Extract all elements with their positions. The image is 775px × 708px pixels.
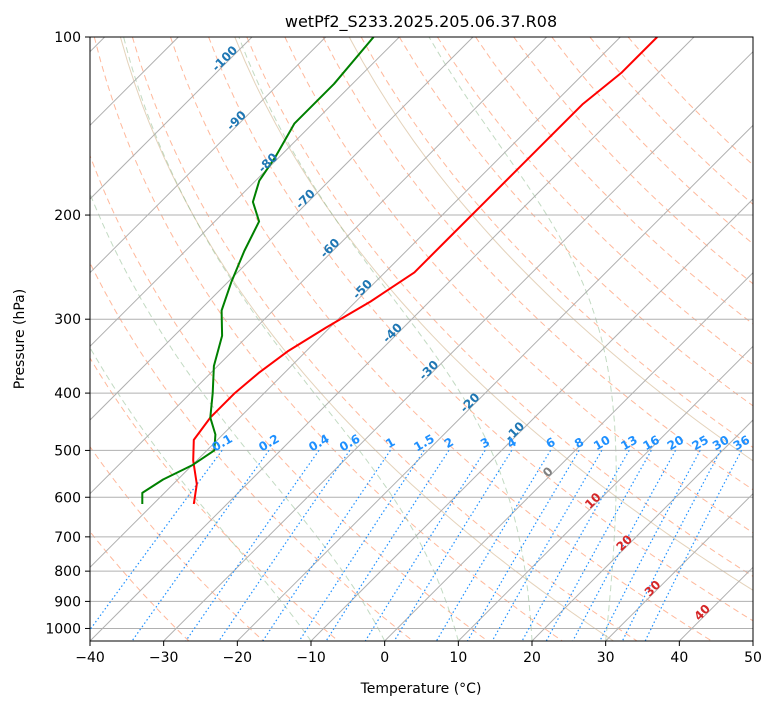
dry-adiabat: [90, 154, 488, 641]
base-contour: [234, 37, 753, 591]
mixing-ratio-line: [185, 450, 320, 641]
y-tick-label: 800: [54, 564, 81, 580]
dry-adiabat: [436, 37, 753, 366]
isotherm-line: [90, 37, 621, 569]
isotherm-line: [163, 50, 753, 641]
isotherm-line: [236, 124, 753, 641]
dry-adiabat: [322, 37, 753, 491]
base-contour: [348, 37, 753, 462]
base-contour: [119, 37, 614, 641]
chart-title: wetPf2_S233.2025.205.06.37.R08: [285, 12, 557, 32]
isotherm-line: [90, 37, 327, 274]
y-tick-label: 100: [54, 30, 81, 46]
x-tick-label: 10: [449, 650, 467, 666]
dry-adiabat: [284, 37, 753, 534]
mixing-ratio-line: [218, 450, 351, 641]
plot-frame: [89, 36, 754, 642]
isobars: [90, 37, 753, 629]
isotherms: [90, 37, 753, 641]
mixing-ratio-line: [131, 450, 270, 641]
dry-adiabat: [93, 37, 563, 641]
x-tick-label: −40: [75, 650, 105, 666]
dry-adiabat: [246, 37, 753, 577]
x-tick-label: 0: [380, 650, 389, 666]
y-tick-label: 300: [54, 312, 81, 328]
mixing-ratio-line: [90, 450, 223, 631]
y-tick-label: 400: [54, 386, 81, 402]
mixing-ratio-line: [621, 450, 722, 641]
y-tick-label: 600: [54, 490, 81, 506]
mixing-ratio-line: [393, 450, 513, 641]
x-axis-label: Temperature (°C): [360, 681, 482, 697]
y-axis: 100 200 300 400 500 600 700 800 900 1000: [45, 30, 90, 637]
x-tick-label: 40: [670, 650, 688, 666]
dry-adiabat: [170, 37, 712, 641]
isotherm-line: [90, 37, 253, 200]
isotherm-line: [90, 37, 400, 348]
x-tick-label: 30: [597, 650, 615, 666]
y-tick-label: 200: [54, 208, 81, 224]
isotherm-line: [90, 37, 548, 495]
mixing-ratio-line: [599, 450, 701, 641]
base-contours: [119, 37, 753, 641]
mixing-ratio-line: [644, 450, 743, 641]
moist-adiabat: [123, 37, 459, 641]
dry-adiabat: [513, 37, 753, 285]
moist-adiabat: [238, 37, 533, 641]
isotherm-line: [457, 345, 753, 641]
x-tick-label: −20: [223, 650, 253, 666]
x-tick-label: 50: [744, 650, 762, 666]
y-tick-label: 1000: [45, 621, 81, 637]
dry-adiabat: [475, 37, 753, 325]
series-line: [192, 37, 658, 505]
x-tick-label: 20: [523, 650, 541, 666]
dry-adiabat: [131, 37, 638, 641]
series: [141, 37, 658, 505]
y-tick-label: 900: [54, 594, 81, 610]
mixing-ratio-line: [491, 450, 603, 641]
isotherm-line: [531, 419, 753, 641]
mixing-ratio-lines: [90, 450, 743, 641]
mixing-ratio-line: [545, 450, 652, 641]
x-axis: −40 −30 −20 −10 0 10 20 30 40 50: [75, 641, 762, 666]
series-line: [141, 37, 375, 504]
dry-adiabats: [90, 37, 753, 641]
y-tick-label: 700: [54, 530, 81, 546]
isotherm-line: [310, 198, 753, 641]
x-tick-label: −30: [149, 650, 179, 666]
isotherm-line: [90, 37, 474, 421]
mixing-ratio-line: [364, 450, 486, 641]
x-tick-label: −10: [296, 650, 326, 666]
moist-adiabat: [428, 37, 617, 641]
isotherm-line: [384, 271, 753, 641]
mixing-ratio-line: [262, 450, 391, 641]
isotherm-line: [605, 492, 753, 641]
mixing-ratio-line: [572, 450, 677, 641]
isotherm-line: [90, 37, 695, 641]
moist-adiabat: [90, 192, 386, 641]
y-tick-label: 500: [54, 443, 81, 459]
dry-adiabat: [90, 445, 264, 641]
y-axis-label: Pressure (hPa): [12, 289, 28, 389]
dry-adiabat: [208, 37, 753, 622]
